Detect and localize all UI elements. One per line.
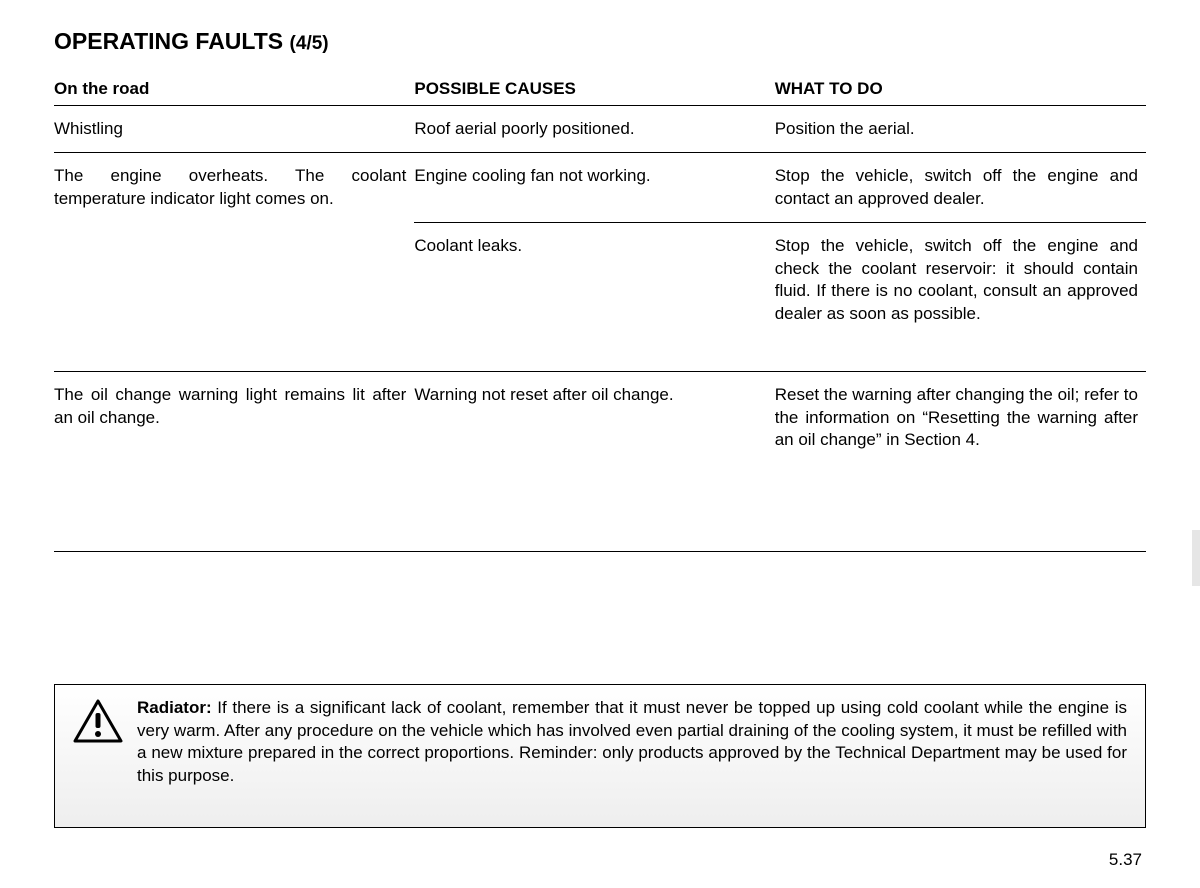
warning-box: Radiator: If there is a significant lack… (54, 684, 1146, 828)
cell-action: Position the aerial. (775, 106, 1146, 153)
cell-symptom: The oil change warning light remains lit… (54, 372, 414, 552)
cell-symptom: The engine overheats. The coolant temper… (54, 153, 414, 372)
table-row: The oil change warning light remains lit… (54, 372, 1146, 552)
cell-action: Stop the vehicle, switch off the engine … (775, 223, 1146, 372)
title-main: OPERATING FAULTS (54, 28, 283, 54)
cell-cause: Engine cooling fan not working. (414, 153, 774, 223)
title-part: (4/5) (290, 33, 329, 54)
warning-text: Radiator: If there is a significant lack… (137, 697, 1127, 787)
cell-symptom: Whistling (54, 106, 414, 153)
cell-cause: Warning not reset after oil change. (414, 372, 774, 552)
cell-action: Reset the warning after changing the oil… (775, 372, 1146, 552)
cell-cause: Roof aerial poorly positioned. (414, 106, 774, 153)
page-title: OPERATING FAULTS (4/5) (54, 28, 1146, 55)
warning-icon (73, 699, 123, 787)
table-row: Whistling Roof aerial poorly positioned.… (54, 106, 1146, 153)
faults-table: On the road POSSIBLE CAUSES WHAT TO DO W… (54, 79, 1146, 552)
cell-cause: Coolant leaks. (414, 223, 774, 372)
header-symptom: On the road (54, 79, 414, 106)
section-tab (1192, 530, 1200, 586)
page-number: 5.37 (54, 850, 1146, 870)
header-action: WHAT TO DO (775, 79, 1146, 106)
table-row: The engine overheats. The coolant temper… (54, 153, 1146, 223)
cell-action: Stop the vehicle, switch off the engine … (775, 153, 1146, 223)
warning-bold: Radiator: (137, 698, 212, 717)
warning-body: If there is a significant lack of coolan… (137, 698, 1127, 784)
header-causes: POSSIBLE CAUSES (414, 79, 774, 106)
